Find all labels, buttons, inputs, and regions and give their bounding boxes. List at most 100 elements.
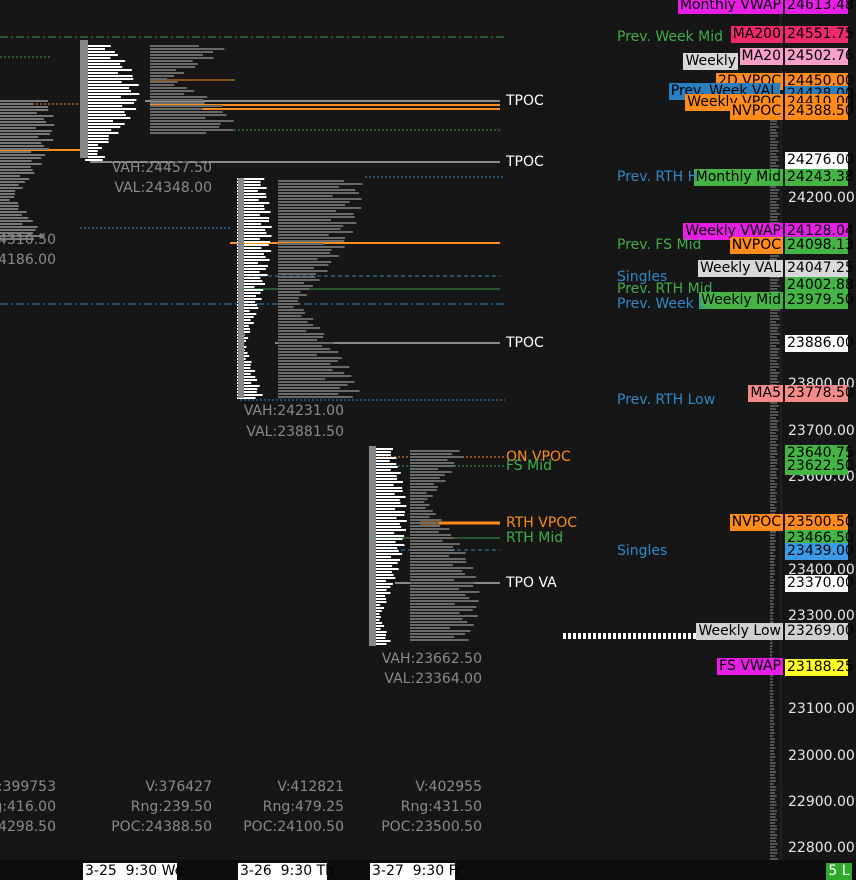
price-tag: 23269.00 [785, 623, 854, 640]
volume-profile [410, 489, 437, 491]
volume-profile [770, 561, 775, 563]
volume-profile [410, 534, 451, 536]
tpo-profile [372, 601, 387, 603]
volume-profile [0, 175, 21, 177]
volume-profile [0, 151, 31, 153]
tpo-profile [372, 478, 397, 480]
tpo-profile [85, 117, 131, 119]
tpo-profile [237, 184, 261, 186]
level-tag: FS VWAP [717, 658, 783, 675]
tpo-profile [237, 214, 260, 216]
volume-profile [0, 139, 54, 141]
volume-profile [278, 243, 325, 245]
volume-profile [278, 366, 350, 368]
tpo-profile [372, 562, 398, 564]
tpo-profile [85, 48, 105, 50]
volume-profile [410, 498, 428, 500]
tpo-profile [237, 394, 263, 396]
volume-profile [410, 555, 449, 557]
price-tag: 24276.00 [785, 152, 854, 169]
volume-profile [278, 276, 316, 278]
volume-profile [410, 633, 466, 635]
tpo-profile [85, 132, 119, 134]
tpo-profile [237, 244, 269, 246]
tpo-profile [372, 481, 403, 483]
volume-profile [278, 234, 329, 236]
volume-profile [770, 795, 777, 797]
volume-profile [770, 315, 779, 317]
volume-profile [0, 121, 46, 123]
volume-profile [278, 381, 355, 383]
tpo-profile [237, 181, 261, 183]
tpo-profile [85, 114, 126, 116]
tpo-profile [372, 568, 399, 570]
volume-profile [770, 744, 774, 746]
volume-profile [0, 238, 34, 240]
volume-profile [410, 465, 456, 467]
tpo-profile [372, 616, 381, 618]
volume-profile [770, 726, 774, 728]
tpo-profile [237, 226, 272, 228]
volume-profile [410, 483, 434, 485]
level-tag: MA20 [739, 48, 783, 65]
volume-profile [770, 576, 774, 578]
volume-profile [770, 450, 777, 452]
volume-profile [770, 594, 774, 596]
volume-profile [770, 324, 780, 326]
volume-profile [278, 330, 307, 332]
volume-profile [770, 144, 778, 146]
level-tag: Weekly VWAP [683, 223, 783, 240]
volume-profile [278, 192, 359, 194]
tpo-profile [372, 622, 383, 624]
tpo-profile [372, 574, 394, 576]
price-axis-label: 22900.00 [788, 794, 855, 810]
volume-profile [770, 648, 772, 650]
volume-profile [770, 837, 777, 839]
volume-profile [770, 138, 776, 140]
volume-profile [150, 63, 198, 65]
volume-profile [770, 423, 778, 425]
volume-profile [770, 654, 773, 656]
time-label: 3-25 9:30 We [83, 863, 184, 880]
tpo-profile [372, 556, 391, 558]
volume-profile [770, 723, 775, 725]
tpo-profile [372, 502, 401, 504]
volume-profile [278, 306, 294, 308]
tpo-profile [237, 241, 270, 243]
volume-profile [770, 786, 777, 788]
volume-profile [0, 142, 42, 144]
tpo-profile [85, 120, 113, 122]
tpo-profile [372, 526, 402, 528]
volume-profile [278, 231, 353, 233]
session-stat: Rng:431.50 [400, 799, 482, 815]
tpo-profile [237, 379, 258, 381]
volume-profile [770, 591, 774, 593]
volume-profile [278, 357, 342, 359]
tpo-profile [372, 550, 399, 552]
volume-profile [410, 639, 469, 641]
volume-profile [770, 120, 778, 122]
tpo-profile [237, 376, 256, 378]
volume-profile [0, 100, 48, 102]
volume-profile [770, 330, 778, 332]
tpo-profile [85, 75, 133, 77]
price-tag: 24047.25 [785, 260, 854, 277]
volume-profile [770, 309, 780, 311]
volume-profile [770, 462, 778, 464]
volume-profile [770, 486, 777, 488]
tpo-profile [372, 595, 386, 597]
volume-profile [770, 798, 775, 800]
volume-profile [0, 202, 18, 204]
tpo-profile [85, 156, 105, 158]
tpo-profile [372, 535, 405, 537]
tpo-profile [372, 451, 391, 453]
tpo-profile [372, 508, 396, 510]
volume-profile [410, 474, 445, 476]
tpo-profile [372, 610, 382, 612]
volume-profile [150, 117, 206, 119]
volume-profile [770, 432, 776, 434]
volume-profile [150, 66, 196, 68]
volume-profile [0, 208, 19, 210]
tpo-profile [237, 322, 254, 324]
volume-profile [770, 123, 777, 125]
